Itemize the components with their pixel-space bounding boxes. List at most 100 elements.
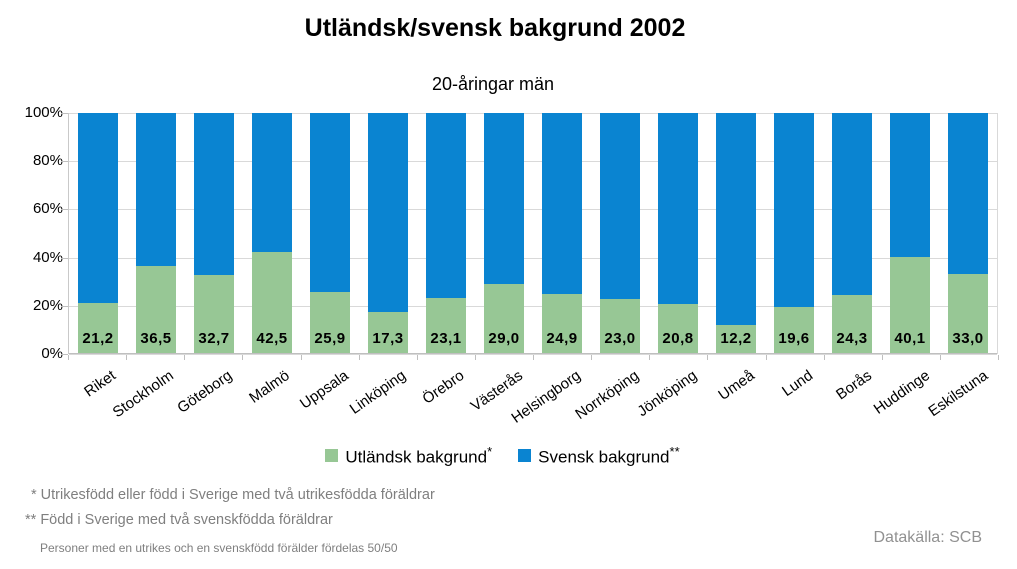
x-tick-mark: [533, 355, 534, 360]
stacked-bar-linköping: 17,3: [368, 113, 408, 354]
bar-value-label: 24,3: [836, 330, 868, 347]
bar-segment-swedish: [542, 113, 582, 294]
x-axis-label: Umeå: [715, 367, 759, 404]
x-tick-mark: [474, 355, 476, 360]
bar-segment-foreign: [600, 298, 640, 354]
category-cell: 32,7: [185, 113, 243, 354]
x-axis-label: Lund: [779, 367, 817, 401]
category-cell: 40,1: [881, 113, 939, 354]
y-tick-label: 0%: [41, 345, 63, 362]
stacked-bar-jönköping: 20,8: [658, 113, 698, 354]
footnote-marker: **: [669, 444, 680, 459]
legend-label-foreign: Utländsk bakgrund*: [345, 444, 493, 467]
x-axis-line: [69, 353, 997, 354]
bar-segment-foreign: [658, 303, 698, 354]
y-tick-mark: [61, 209, 68, 211]
bar-segment-swedish: [368, 113, 408, 313]
x-tick-mark: [358, 355, 360, 360]
x-tick-mark: [242, 355, 244, 360]
gridline: [69, 257, 997, 259]
x-tick-mark: [68, 355, 69, 360]
bar-segment-swedish: [426, 113, 466, 299]
y-tick-mark: [61, 257, 68, 259]
bar-segment-swedish: [78, 113, 118, 303]
legend: Utländsk bakgrund* Svensk bakgrund**: [0, 444, 1005, 468]
y-tick-label: 20%: [32, 296, 63, 314]
plot-area: 21,2 36,5 32,7 42,5 25,9 17,3 23,1 29,0 24,9 23,0…: [68, 113, 998, 355]
bar-value-label: 24,9: [546, 330, 578, 347]
x-tick-mark: [998, 355, 999, 360]
bar-segment-swedish: [832, 113, 872, 296]
footnote-mixed-parents: Personer med en utrikes och en svenskföd…: [40, 541, 398, 555]
category-cell: 29,0: [475, 113, 533, 354]
footnote-marker: *: [487, 444, 493, 459]
x-axis-label: Huddinge: [870, 367, 933, 418]
category-cell: 24,9: [533, 113, 591, 354]
bar-value-label: 23,0: [604, 330, 636, 347]
x-tick-mark: [649, 355, 651, 360]
bar-value-label: 36,5: [140, 330, 172, 347]
x-tick-mark: [823, 355, 825, 360]
bar-segment-swedish: [194, 113, 234, 276]
bar-segment-foreign: [484, 284, 524, 354]
bar-segment-swedish: [948, 113, 988, 275]
category-cell: 25,9: [301, 113, 359, 354]
bar-segment-foreign: [890, 257, 930, 354]
stacked-bar-riket: 21,2: [78, 113, 118, 354]
y-tick-mark: [61, 354, 68, 355]
data-source: Datakälla: SCB: [873, 529, 983, 546]
bar-segment-swedish: [600, 113, 640, 299]
category-cell: 21,2: [69, 113, 127, 354]
stacked-bar-västerås: 29,0: [484, 113, 524, 354]
y-tick-label: 60%: [32, 200, 63, 218]
bar-segment-foreign: [78, 302, 118, 354]
y-tick-label: 80%: [32, 152, 63, 170]
bar-segment-foreign: [426, 298, 466, 354]
x-tick-mark: [184, 355, 186, 360]
y-tick-mark: [61, 161, 68, 163]
x-axis-label: Malmö: [246, 367, 294, 407]
bar-value-label: 17,3: [372, 330, 404, 347]
x-axis-label: Stockholm: [109, 367, 177, 422]
footnote-foreign-definition: * Utrikesfödd eller född i Sverige med t…: [31, 487, 435, 503]
bar-value-label: 32,7: [198, 330, 230, 347]
bar-segment-foreign: [368, 312, 408, 354]
chart-title: Utländsk/svensk bakgrund 2002: [304, 14, 686, 42]
footnote-swedish-definition: ** Född i Sverige med två svenskfödda fö…: [25, 512, 333, 528]
bar-segment-foreign: [832, 295, 872, 354]
stacked-bar-örebro: 23,1: [426, 113, 466, 354]
x-tick-mark: [126, 355, 128, 360]
y-tick-label: 40%: [32, 248, 63, 266]
bar-value-label: 33,0: [952, 330, 984, 347]
y-tick-mark: [61, 113, 68, 114]
category-cell: 19,6: [765, 113, 823, 354]
bar-segment-swedish: [890, 113, 930, 258]
legend-item-foreign: Utländsk bakgrund*: [325, 444, 492, 468]
x-axis-label: Linköping: [347, 367, 410, 418]
stacked-bar-lund: 19,6: [774, 113, 814, 354]
bar-segment-swedish: [310, 113, 350, 292]
x-tick-mark: [765, 355, 767, 360]
stacked-bar-göteborg: 32,7: [194, 113, 234, 354]
bar-value-label: 21,2: [82, 330, 114, 347]
bar-segment-foreign: [948, 274, 988, 354]
bar-value-label: 12,2: [720, 330, 752, 347]
x-axis-label: Uppsala: [296, 367, 352, 413]
stacked-bar-norrköping: 23,0: [600, 113, 640, 354]
legend-swatch-swedish: [518, 449, 532, 463]
gridline: [69, 305, 997, 307]
x-axis-label: Riket: [81, 367, 119, 401]
category-cell: 33,0: [939, 113, 997, 354]
bar-segment-foreign: [194, 275, 234, 354]
bar-segment-swedish: [252, 113, 292, 252]
x-axis-label: Norrköping: [572, 367, 642, 424]
chart-subtitle: 20-åringar män: [431, 74, 555, 94]
bar-segment-swedish: [484, 113, 524, 285]
category-cell: 20,8: [649, 113, 707, 354]
bar-segment-foreign: [252, 251, 292, 354]
x-tick-mark: [591, 355, 593, 360]
legend-label-swedish: Svensk bakgrund**: [538, 444, 680, 467]
bar-segment-foreign: [542, 294, 582, 354]
bar-segment-swedish: [658, 113, 698, 304]
